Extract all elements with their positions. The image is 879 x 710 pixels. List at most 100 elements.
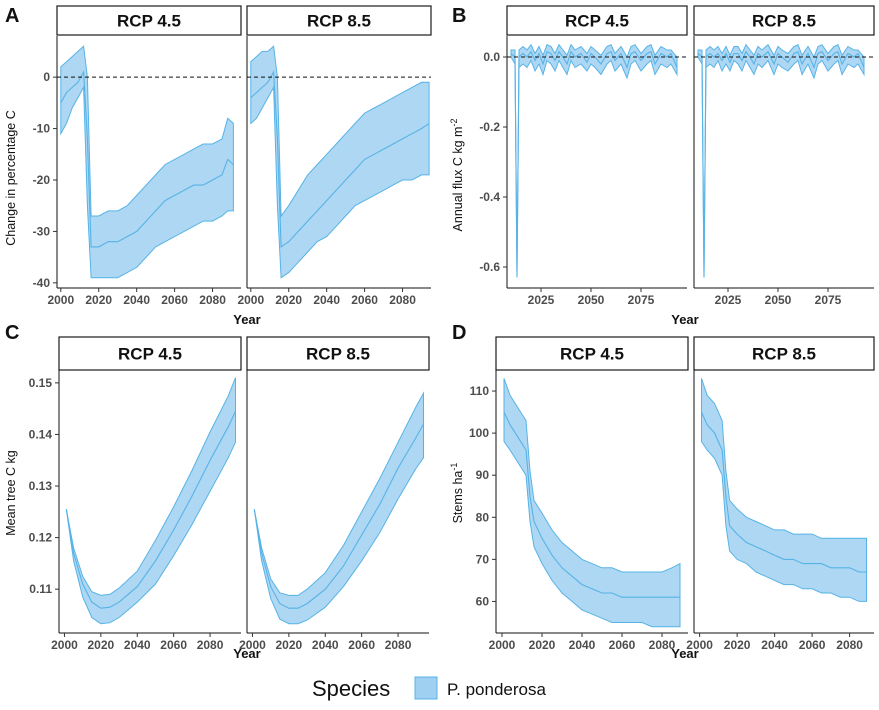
panel-d-x-tick-label: 2040 [761,638,788,652]
panel-c-x-tick-label: 2060 [160,638,187,652]
panel-a: A Change in percentage C Year RCP 4.5 2000 20… [4,5,432,327]
panel-d-series [503,378,681,628]
panel-d-x-tick-label: 2000 [489,638,516,652]
panel-a-facet-strip [56,5,242,36]
panel-a-series [60,45,234,279]
legend-title: Species [312,676,390,701]
panel-d-x-tick-label: 2000 [686,638,713,652]
panel-a-x-tick-label: 2020 [275,293,302,307]
panel-c-x-tick-label: 2040 [312,638,339,652]
panel-c-letter: C [5,322,19,344]
panel-a-x-tick-label: 2060 [161,293,188,307]
panel-c-ribbon [253,391,424,625]
panel-d-facet-strip [693,336,875,371]
panel-c-series [253,391,424,625]
panel-a-x-tick-label: 2040 [123,293,150,307]
panel-a-facet-label: RCP 4.5 [117,12,181,31]
panel-d-y-tick-label: 100 [469,426,489,440]
panel-c-facet-2: RCP 8.5 2000 2020 2040 2060 2080 [239,336,430,652]
panel-d-facet-label: RCP 4.5 [560,345,624,364]
panel-c-x-tick-label: 2000 [51,638,78,652]
panel-b-facet-strip [506,5,688,36]
panel-a-x-tick-label: 2000 [47,293,74,307]
panel-c-x-tick-label: 2000 [239,638,266,652]
panel-b-x-axis-title: Year [671,312,698,327]
panel-b-facet-1: RCP 4.5 2025 2050 2075 0.0 -0.2 -0.4 -0.6 [479,5,688,307]
panel-c-y-tick-label: 0.11 [29,582,52,596]
panel-c-y-tick-label: 0.14 [29,427,53,441]
panel-d-x-tick-label: 2080 [836,638,863,652]
panel-a-letter: A [5,5,19,27]
panel-d-x-tick-label: 2060 [609,638,636,652]
panel-d-x-tick-label: 2060 [799,638,826,652]
panel-c-facet-1: RCP 4.5 2000 2020 2040 2060 2080 0.11 0.12 0.13 0… [29,336,242,652]
panel-a-x-tick-label: 2000 [237,293,264,307]
panel-d-facet-strip [495,336,689,371]
panel-b-mean-line [510,50,678,278]
legend-swatch [414,676,438,700]
panel-b-mean-line [697,50,865,278]
panel-b-x-tick-label: 2075 [628,293,655,307]
panel-a-y-tick-label: -30 [33,224,51,238]
panel-a-y-tick-label: 0 [43,70,50,84]
panel-a-y-tick-label: -40 [33,276,51,290]
panel-b-y-tick-label: -0.6 [479,260,500,274]
panel-b-facet-label: RCP 4.5 [565,12,629,31]
panel-a-facet-label: RCP 8.5 [307,12,371,31]
panel-d-y-tick-label: 90 [476,468,490,482]
panel-a-facet-1: RCP 4.5 2000 2020 2040 2060 2080 0 -10 -20 -30 -40 [33,5,242,307]
panel-d-y-tick-label: 70 [476,552,490,566]
panel-a-ribbon [250,45,430,279]
panel-a-x-tick-label: 2080 [389,293,416,307]
panel-d-letter: D [452,322,466,344]
panel-a-y-tick-label: -10 [33,122,51,136]
panel-c-series [65,377,236,625]
panel-c-x-axis-title: Year [233,646,260,661]
panel-d-x-tick-label: 2040 [569,638,596,652]
panel-d-y-tick-label: 80 [476,510,490,524]
panel-c-facet-strip [58,336,242,371]
panel-b-x-tick-label: 2025 [528,293,555,307]
panel-c-y-axis-title: Mean tree C kg [4,450,18,536]
panel-c-mean-line [65,411,236,609]
panel-c-facet-strip [246,336,430,371]
panel-d-x-tick-label: 2080 [649,638,676,652]
panel-a-facet-2: RCP 8.5 2000 2020 2040 2060 2080 [237,5,432,307]
panel-a-ribbon [60,45,234,279]
panel-d-mean-line [503,411,680,598]
panel-d: D Stems ha-1 Year RCP 4.5 2000 2020 2040 2060 20… [449,322,875,661]
panel-d-x-tick-label: 2020 [529,638,556,652]
panel-d-y-axis-title: Stems ha-1 [449,463,465,524]
panel-c-y-tick-label: 0.13 [29,479,53,493]
panel-d-ribbon [503,378,681,628]
panel-d-facet-label: RCP 8.5 [752,345,816,364]
panel-b-x-tick-label: 2075 [815,293,842,307]
panel-b-facet-strip [693,5,875,36]
panel-a-x-tick-label: 2080 [199,293,226,307]
panel-b-y-axis-title: Annual flux C kg m-2 [449,119,465,232]
panel-a-x-tick-label: 2040 [313,293,340,307]
panel-b-y-tick-label: 0.0 [483,50,500,64]
panel-a-mean-line [60,70,234,248]
panel-c-x-tick-label: 2020 [276,638,303,652]
panel-c-facet-label: RCP 8.5 [306,345,370,364]
panel-a-x-tick-label: 2020 [85,293,112,307]
panel-d-y-tick-label: 60 [476,594,490,608]
panel-d-x-tick-label: 2020 [724,638,751,652]
panel-a-y-tick-label: -20 [33,173,51,187]
panel-c-mean-line [253,423,424,609]
panel-b-x-tick-label: 2050 [578,293,605,307]
panel-d-facet-1: RCP 4.5 2000 2020 2040 2060 2080 60 70 80 90 100 11… [469,336,689,652]
panel-d-x-axis-title: Year [671,646,698,661]
panel-b-letter: B [452,5,466,27]
panel-b-y-tick-label: -0.2 [479,120,500,134]
panel-b-x-tick-label: 2025 [715,293,742,307]
panel-d-facet-2: RCP 8.5 2000 2020 2040 2060 2080 [686,336,875,652]
panel-a-series [250,45,430,279]
panel-c-y-tick-label: 0.12 [29,531,53,545]
panel-a-x-axis-title: Year [233,312,260,327]
panel-c-x-tick-label: 2080 [197,638,224,652]
panel-c-x-tick-label: 2080 [385,638,412,652]
panel-c-x-tick-label: 2060 [348,638,375,652]
